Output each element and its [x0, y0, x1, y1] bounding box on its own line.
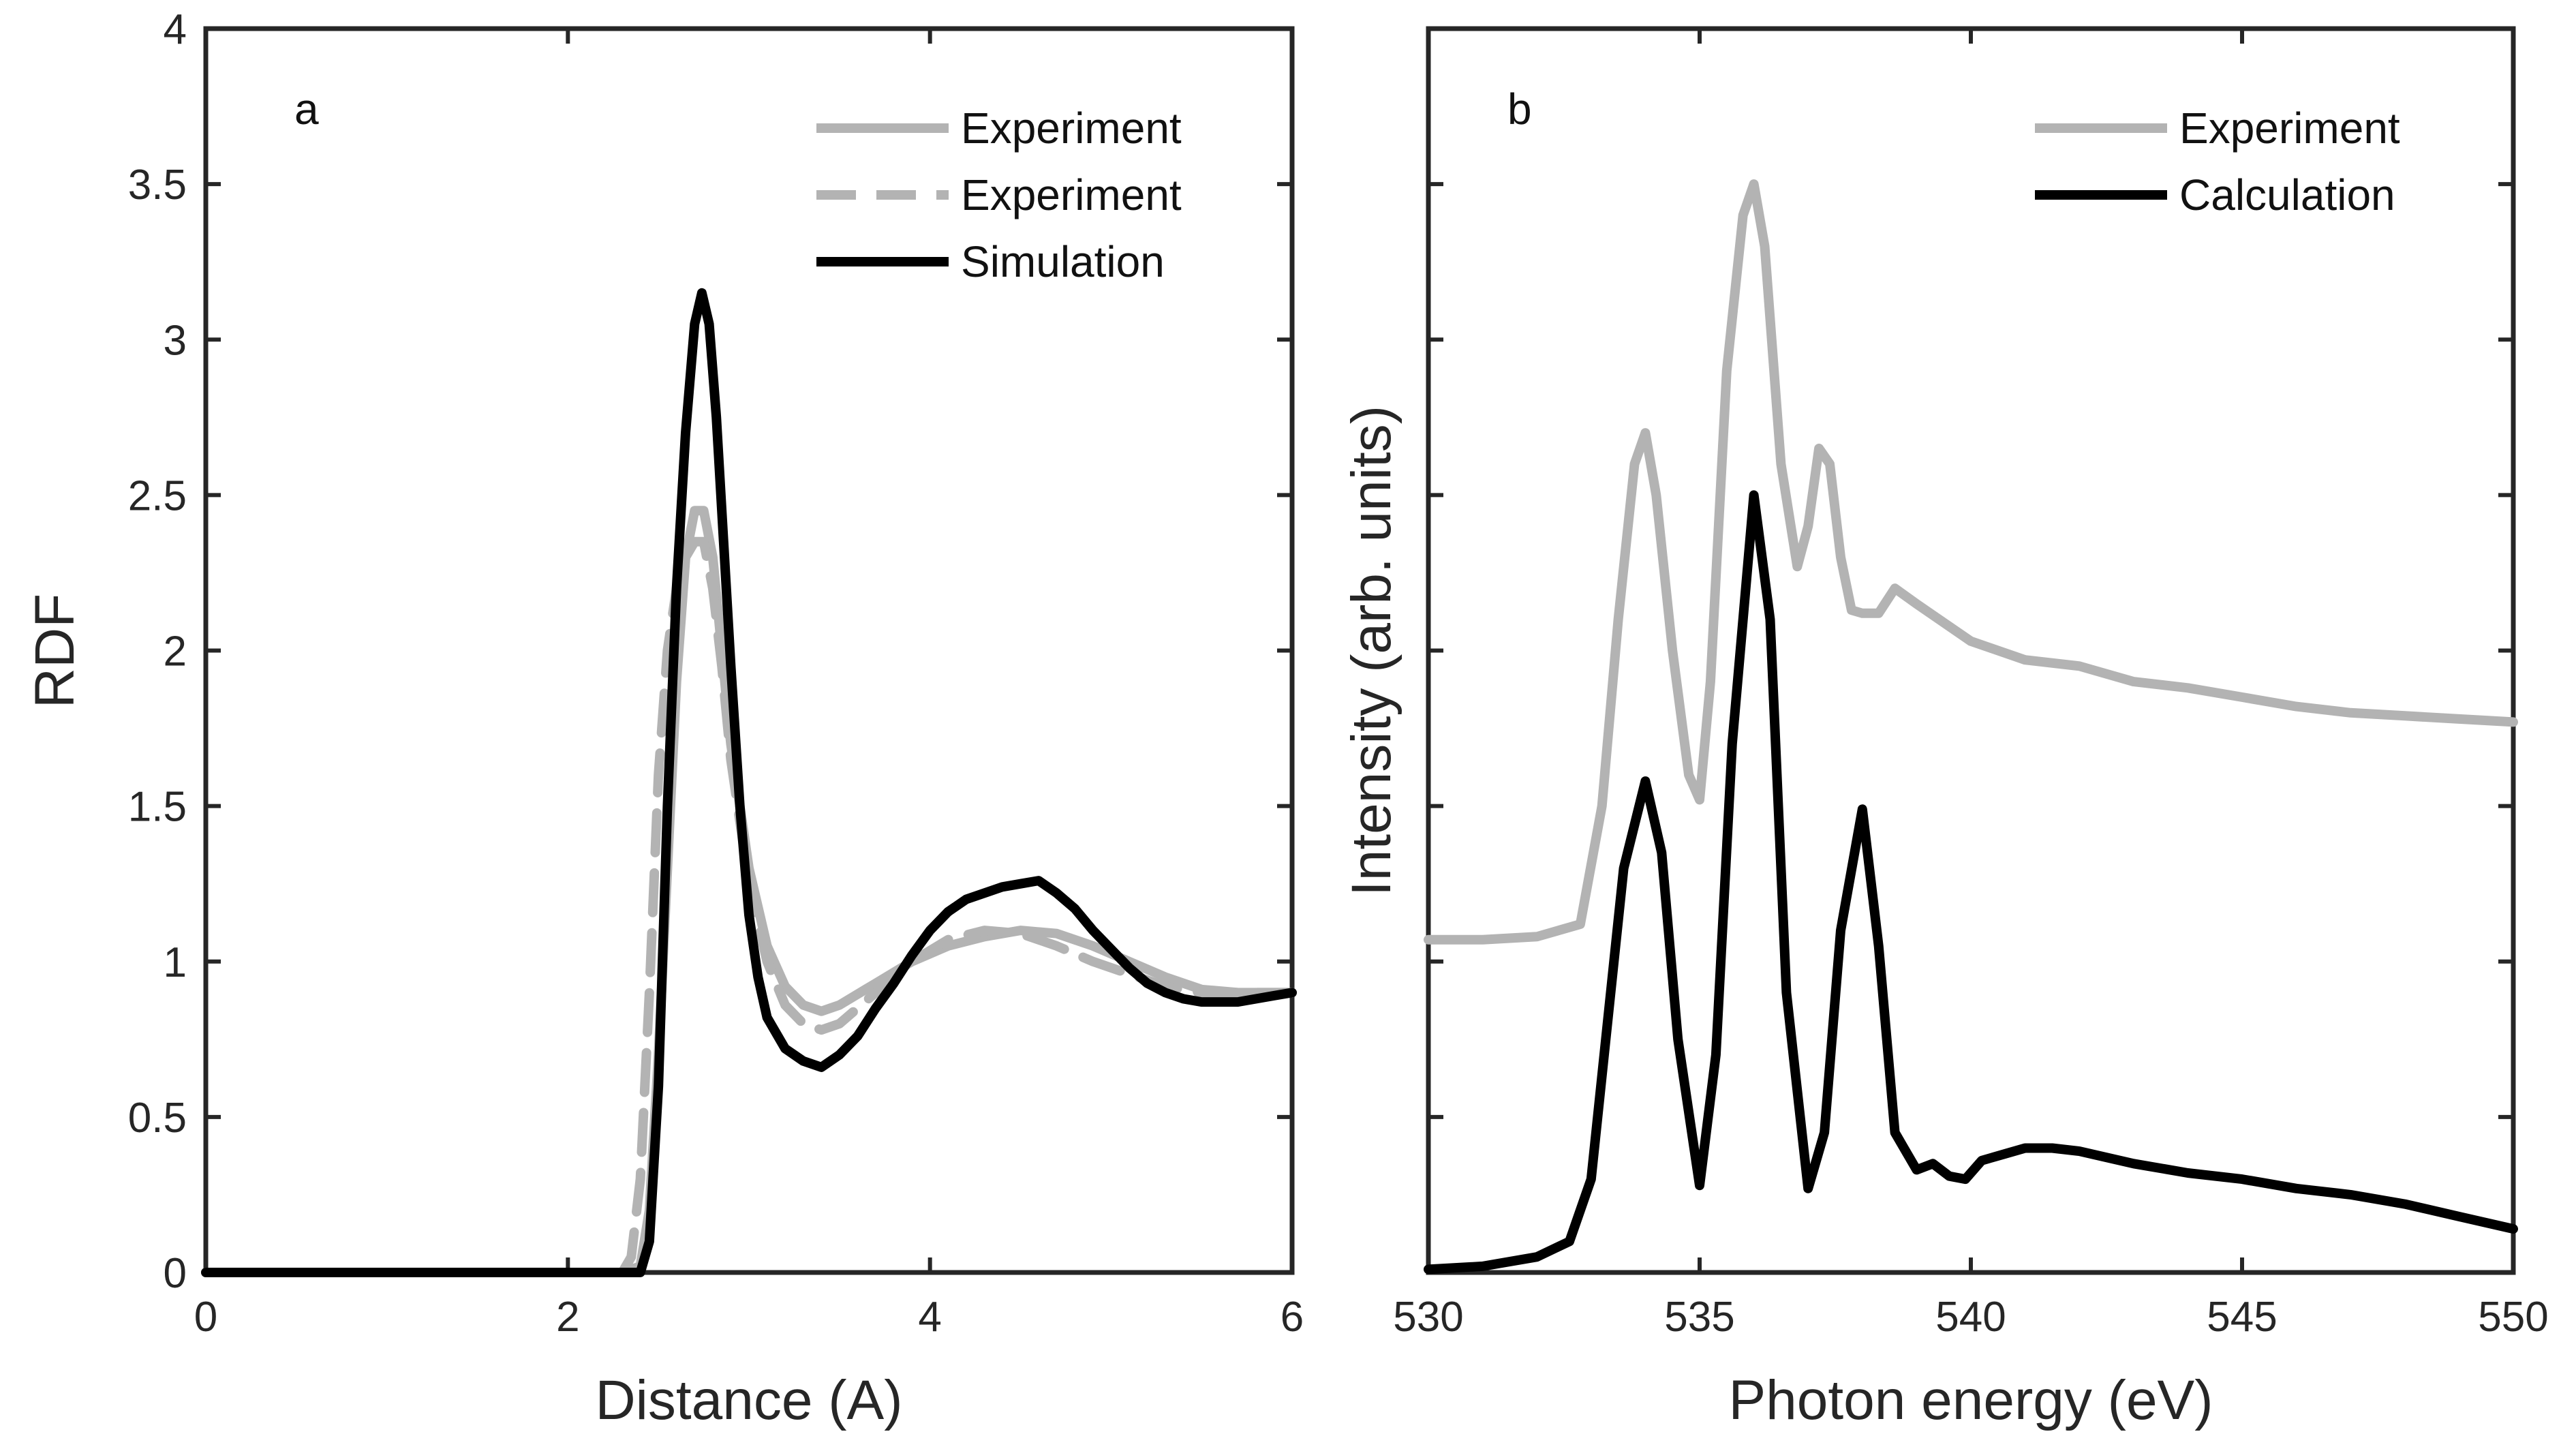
legend-label-experiment-solid: Experiment: [961, 104, 1182, 153]
panel-a-xlabel: Distance (A): [595, 1369, 902, 1431]
panel-a-xtick-label: 0: [194, 1294, 217, 1341]
panel-a-ytick-label: 0: [164, 1250, 187, 1297]
panel-b-xtick-label: 550: [2478, 1294, 2548, 1341]
panel-a-ytick-label: 2.5: [128, 472, 187, 519]
panel-b: 530 535 540 545 550 b Photon energy (eV) Int…: [1340, 26, 2549, 1431]
panel-b-series: [1424, 179, 2518, 1275]
panel-a-ytick-label: 0.5: [128, 1095, 187, 1142]
panel-b-series-experiment-solid: [1424, 179, 2518, 945]
panel-a-series: [201, 288, 1297, 1277]
panel-b-frame: [1426, 26, 2516, 1275]
panel-b-series-calculation-solid: [1424, 490, 2518, 1275]
panel-a-ylabel: RDF: [24, 594, 86, 709]
panel-a-series-experiment-dashed: [201, 536, 1297, 1277]
panel-a-ytick-label: 3: [164, 317, 187, 364]
panel-a-xtick-label: 2: [556, 1294, 579, 1341]
panel-b-letter: b: [1507, 85, 1532, 134]
panel-a-ytick-label: 3.5: [128, 162, 187, 209]
panel-a-ytick-label: 1.5: [128, 784, 187, 831]
panel-b-ticks: 530 535 540 545 550: [1393, 27, 2549, 1341]
panel-b-xlabel: Photon energy (eV): [1728, 1369, 2213, 1431]
panel-b-xtick-label: 540: [1935, 1294, 2006, 1341]
panel-a-ytick-label: 4: [164, 6, 187, 53]
panel-b-ylabel: Intensity (arb. units): [1340, 406, 1402, 896]
panel-a-xtick-label: 6: [1281, 1294, 1304, 1341]
panel-a-frame: [203, 26, 1295, 1275]
panel-a-series-simulation-solid: [201, 288, 1297, 1277]
panel-a-ytick-label: 2: [164, 628, 187, 675]
panel-a-legend: Experiment Experiment Simulation: [816, 104, 1182, 286]
legend-label-simulation: Simulation: [961, 237, 1165, 286]
panel-b-xtick-label: 530: [1393, 1294, 1463, 1341]
panel-b-legend: Experiment Calculation: [2035, 104, 2400, 219]
panel-a-ticks: 0 2 4 6 0 0.5 1 1.5 2 2.5 3 3.5 4: [128, 6, 1304, 1341]
legend-label-calculation: Calculation: [2179, 170, 2395, 219]
panel-a-ytick-label: 1: [164, 939, 187, 986]
legend-label-experiment: Experiment: [2179, 104, 2400, 153]
panel-a-letter: a: [294, 85, 319, 134]
panel-a: 0 2 4 6 0 0.5 1 1.5 2 2.5 3 3.5 4 a Distance (A) RDF…: [24, 6, 1304, 1431]
panel-b-xtick-label: 545: [2207, 1294, 2277, 1341]
panel-b-xtick-label: 535: [1664, 1294, 1734, 1341]
legend-label-experiment-dashed: Experiment: [961, 170, 1182, 219]
panel-a-xtick-label: 4: [918, 1294, 941, 1341]
